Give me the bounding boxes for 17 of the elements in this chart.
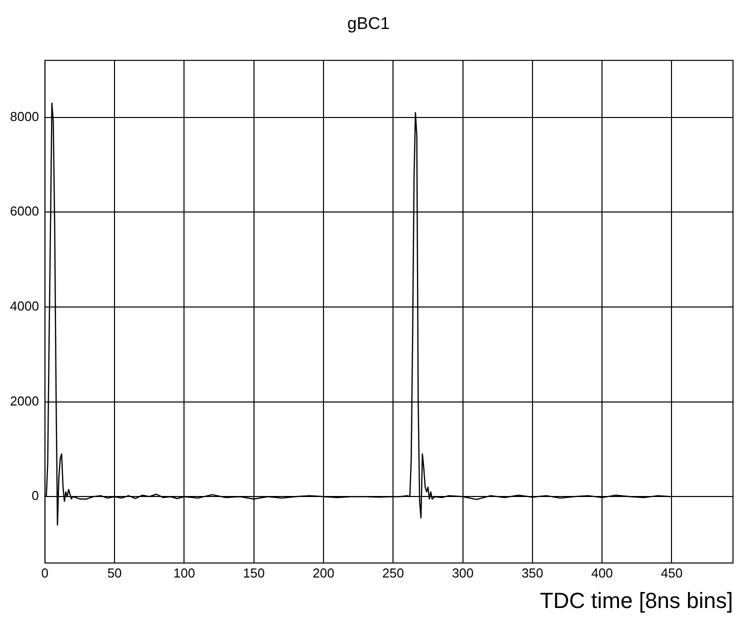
x-tick-label: 50 bbox=[107, 565, 122, 580]
x-tick-label: 0 bbox=[41, 565, 49, 580]
y-tick-label: 0 bbox=[32, 488, 39, 504]
y-tick-label: 2000 bbox=[10, 393, 39, 408]
chart-title: gBC1 bbox=[347, 14, 390, 33]
x-tick-label: 300 bbox=[452, 565, 474, 580]
y-tick-label: 4000 bbox=[10, 298, 39, 314]
x-tick-label: 400 bbox=[591, 565, 613, 580]
x-tick-label: 150 bbox=[243, 565, 265, 580]
x-tick-label: 200 bbox=[312, 565, 334, 580]
y-tick-label: 8000 bbox=[10, 108, 39, 124]
x-tick-label: 250 bbox=[382, 565, 404, 580]
x-tick-label: 450 bbox=[660, 565, 683, 580]
x-tick-label: 350 bbox=[522, 565, 544, 580]
y-tick-label: 6000 bbox=[10, 204, 39, 219]
x-tick-label: 100 bbox=[173, 565, 196, 580]
x-axis-title: TDC time [8ns bins] bbox=[540, 588, 733, 613]
